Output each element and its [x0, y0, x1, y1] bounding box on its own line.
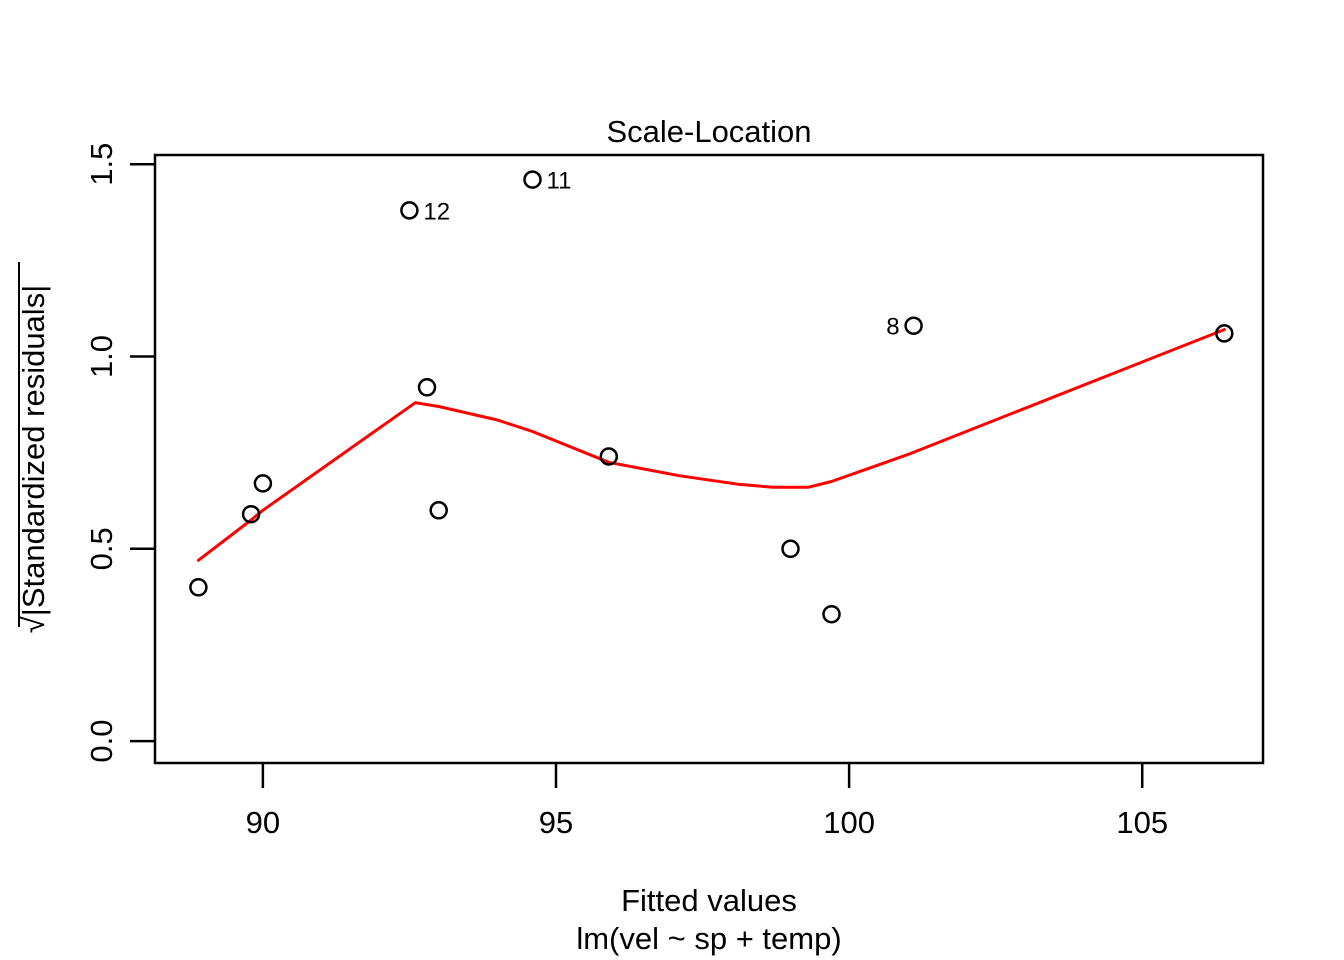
data-point	[429, 501, 448, 520]
data-point	[781, 539, 800, 559]
point-id-label: 8	[886, 314, 899, 341]
y-tick-label: 0.5	[84, 527, 119, 570]
y-axis-label-group: √|Standardized residuals|	[16, 262, 51, 633]
y-tick-label: 0.0	[84, 720, 119, 763]
point-id-label: 11	[547, 168, 572, 195]
axis-ticks: 90 95 100 105 0.0 0.5 1.0 1.5	[84, 143, 1168, 840]
lowess-smooth-line	[196, 328, 1226, 562]
x-axis-sublabel: lm(vel ~ sp + temp)	[576, 921, 841, 956]
data-point	[189, 578, 208, 597]
data-point	[599, 447, 619, 466]
smooth-line-layer	[196, 328, 1226, 562]
x-tick-label: 105	[1116, 805, 1168, 840]
data-point	[241, 504, 261, 524]
x-tick-label: 100	[823, 805, 875, 840]
x-tick-label: 95	[539, 805, 573, 840]
plot-title: Scale-Location	[606, 114, 811, 149]
x-tick-label: 90	[246, 805, 280, 840]
point-id-label: 12	[423, 198, 450, 225]
data-point	[1215, 324, 1234, 343]
plot-box	[153, 153, 1265, 765]
y-tick-label: 1.0	[84, 335, 119, 378]
y-axis-label: √|Standardized residuals|	[16, 285, 51, 633]
data-point	[417, 378, 437, 397]
x-axis-label: Fitted values	[621, 883, 797, 918]
data-point	[400, 201, 419, 220]
data-point	[822, 604, 841, 624]
data-points-layer: 12 11 8	[189, 168, 1234, 624]
data-point	[253, 474, 273, 493]
data-point	[523, 170, 542, 189]
data-point	[904, 316, 923, 335]
y-tick-label: 1.5	[84, 143, 119, 186]
